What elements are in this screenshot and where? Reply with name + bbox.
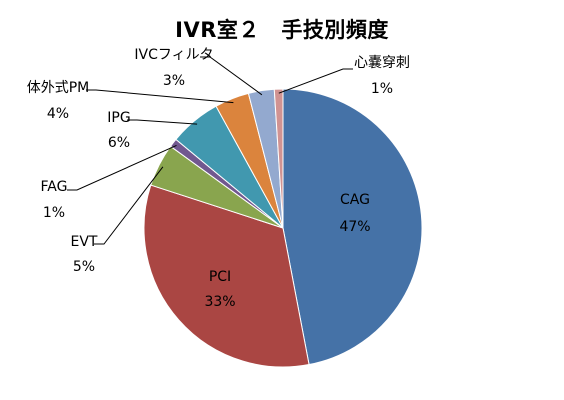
leader-line-体外式PM	[86, 89, 234, 104]
slice-value-label: 47%	[339, 219, 370, 235]
slice-label: IPG	[107, 110, 130, 126]
slice-label: CAG	[340, 192, 370, 208]
pie-slice-PCI	[143, 184, 310, 368]
leader-line-EVT	[94, 166, 164, 245]
leader-line-FAG	[67, 144, 177, 191]
leader-line-IVCフィルタ	[200, 56, 263, 96]
pie-slice-CAG	[282, 88, 423, 366]
slice-label: FAG	[41, 179, 68, 195]
slice-label: 体外式PM	[27, 80, 90, 96]
chart-title: IVR室２ 手技別頻度	[175, 18, 389, 42]
slice-label: IVCフィルタ	[134, 47, 213, 63]
slice-label: EVT	[71, 234, 98, 250]
slice-value-label: 4%	[47, 106, 69, 122]
slice-value-label: 5%	[73, 259, 95, 275]
slice-value-label: 33%	[204, 294, 235, 310]
leader-line-IPG	[127, 119, 198, 125]
pie-slice-心嚢穿刺	[273, 88, 284, 229]
slice-value-label: 1%	[371, 81, 393, 97]
slice-value-label: 6%	[108, 135, 130, 151]
slice-label: 心嚢穿刺	[354, 55, 410, 71]
slice-label: PCI	[209, 269, 231, 285]
leader-line-心嚢穿刺	[278, 68, 353, 94]
slice-value-label: 3%	[163, 73, 185, 89]
slice-value-label: 1%	[43, 205, 65, 221]
